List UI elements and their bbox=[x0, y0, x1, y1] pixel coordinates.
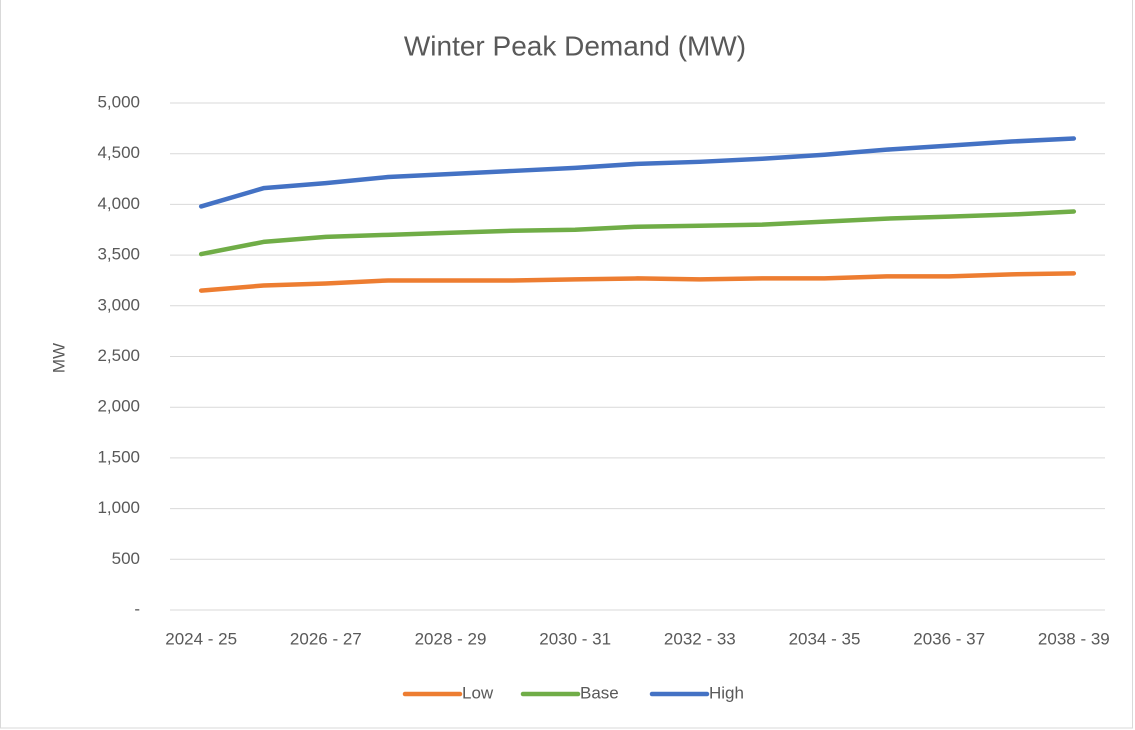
series-line bbox=[198, 271, 1077, 293]
y-axis-label: MW bbox=[49, 343, 68, 373]
y-tick-label: 2,000 bbox=[97, 397, 140, 416]
y-tick-label: 4,500 bbox=[97, 143, 140, 162]
x-tick-label: 2030 - 31 bbox=[539, 629, 611, 648]
x-tick-label: 2026 - 27 bbox=[290, 629, 362, 648]
y-tick-label: 1,500 bbox=[97, 447, 140, 466]
x-tick-label: 2032 - 33 bbox=[664, 629, 736, 648]
x-tick-label: 2038 - 39 bbox=[1038, 629, 1110, 648]
x-tick-label: 2034 - 35 bbox=[789, 629, 861, 648]
y-tick-label: 2,500 bbox=[97, 346, 140, 365]
chart-title: Winter Peak Demand (MW) bbox=[404, 30, 746, 61]
x-tick-label: 2024 - 25 bbox=[165, 629, 237, 648]
x-tick-label: 2036 - 37 bbox=[913, 629, 985, 648]
legend-label: High bbox=[709, 683, 744, 702]
legend-label: Low bbox=[462, 683, 494, 702]
y-tick-label: 1,000 bbox=[97, 498, 140, 517]
series-line bbox=[198, 136, 1077, 209]
y-tick-label: 500 bbox=[112, 549, 140, 568]
y-tick-label: 3,500 bbox=[97, 245, 140, 264]
y-tick-label: 3,000 bbox=[97, 295, 140, 314]
series-line bbox=[198, 209, 1077, 257]
y-tick-label: 4,000 bbox=[97, 194, 140, 213]
y-tick-label: 5,000 bbox=[97, 92, 140, 111]
legend-label: Base bbox=[580, 683, 619, 702]
y-tick-label: - bbox=[134, 599, 140, 618]
x-tick-label: 2028 - 29 bbox=[415, 629, 487, 648]
